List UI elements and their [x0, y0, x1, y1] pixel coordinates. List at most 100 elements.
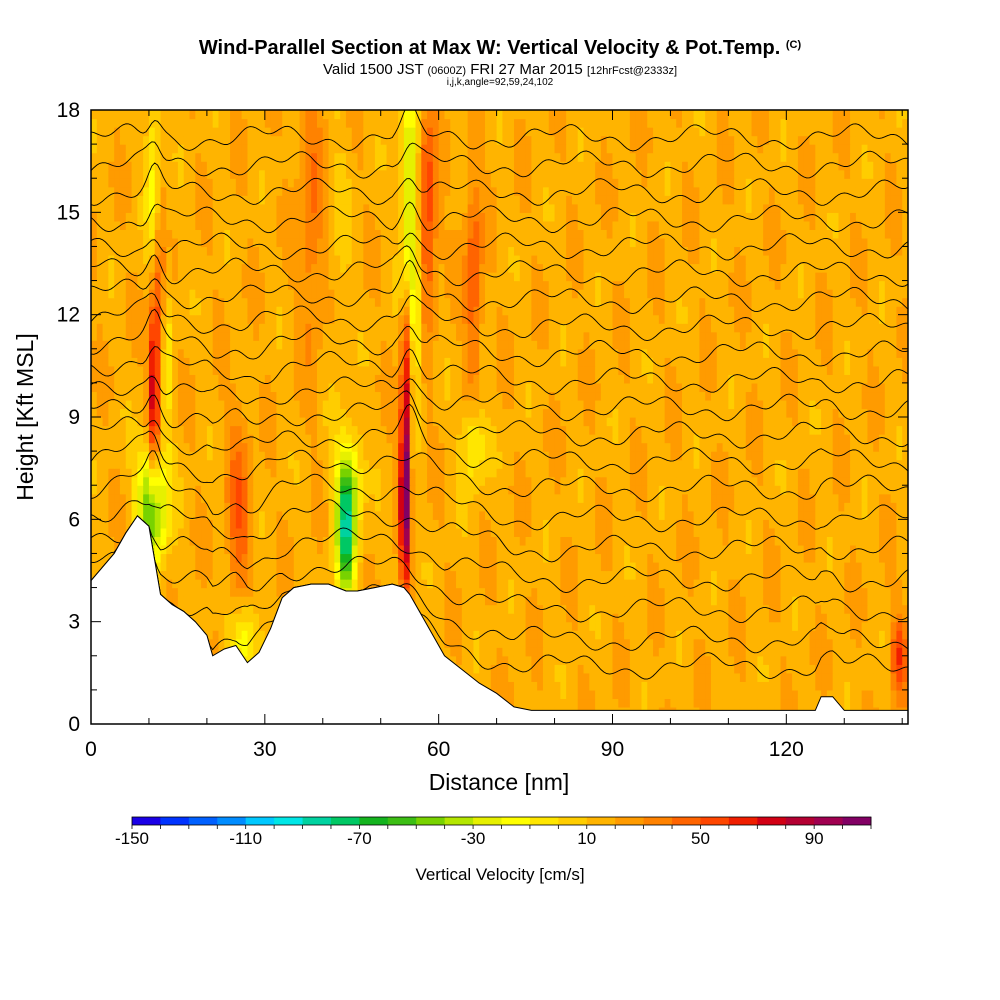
velocity-cell — [206, 468, 214, 478]
velocity-cell — [108, 459, 115, 469]
velocity-cell — [595, 672, 602, 682]
velocity-cell — [513, 587, 521, 597]
velocity-cell — [751, 587, 758, 597]
velocity-cell — [902, 596, 908, 606]
velocity-cell — [826, 510, 834, 520]
velocity-cell — [450, 544, 457, 555]
velocity-cell — [374, 570, 382, 580]
velocity-cell — [531, 587, 538, 597]
velocity-cell — [780, 604, 787, 614]
velocity-cell — [531, 655, 538, 665]
velocity-cell — [728, 621, 735, 631]
velocity-cell — [855, 561, 863, 572]
velocity-cell — [658, 536, 666, 546]
velocity-cell — [658, 647, 666, 657]
velocity-cell — [658, 655, 666, 665]
velocity-cell — [189, 553, 196, 563]
velocity-cell — [595, 579, 602, 589]
velocity-cell — [485, 502, 492, 512]
velocity-cell — [815, 664, 822, 674]
velocity-cell — [763, 570, 770, 580]
velocity-cell — [380, 553, 388, 563]
velocity-cell — [398, 485, 405, 495]
velocity-cell — [763, 621, 770, 631]
velocity-cell — [745, 502, 753, 512]
velocity-cell — [606, 604, 614, 614]
velocity-cell — [699, 681, 706, 691]
velocity-cell — [751, 630, 758, 640]
velocity-cell — [670, 476, 677, 486]
velocity-cell — [143, 476, 150, 486]
velocity-cell — [815, 459, 822, 469]
velocity-cell — [600, 519, 608, 529]
velocity-cell — [160, 468, 167, 478]
velocity-cell — [682, 647, 689, 657]
velocity-cell — [473, 638, 480, 648]
velocity-cell — [479, 587, 486, 597]
velocity-cell — [502, 630, 509, 640]
velocity-cell — [774, 510, 782, 520]
velocity-cell — [647, 681, 654, 691]
velocity-cell — [710, 664, 718, 674]
velocity-cell — [855, 536, 863, 546]
velocity-cell — [253, 579, 260, 589]
velocity-cell — [148, 493, 156, 503]
velocity-cell — [705, 621, 712, 631]
velocity-cell — [114, 442, 121, 452]
velocity-cell — [583, 561, 590, 572]
velocity-cell — [525, 604, 532, 614]
velocity-cell — [102, 544, 109, 555]
velocity-cell — [119, 527, 127, 537]
velocity-cell — [629, 451, 637, 461]
velocity-cell — [363, 519, 370, 529]
velocity-cell — [270, 476, 278, 486]
velocity-cell — [513, 664, 521, 674]
velocity-cell — [618, 579, 625, 589]
velocity-cell — [461, 493, 469, 503]
velocity-cell — [259, 527, 266, 537]
velocity-cell — [531, 451, 538, 461]
velocity-cell — [606, 442, 614, 452]
velocity-cell — [496, 553, 503, 563]
velocity-cell — [311, 476, 318, 486]
velocity-cell — [206, 570, 214, 580]
velocity-cell — [525, 493, 532, 503]
velocity-cell — [427, 459, 434, 469]
velocity-cell — [206, 434, 214, 444]
velocity-cell — [844, 613, 851, 623]
velocity-cell — [148, 485, 156, 495]
velocity-cell — [890, 604, 898, 614]
velocity-cell — [600, 570, 608, 580]
velocity-cell — [154, 451, 162, 461]
velocity-cell — [259, 476, 266, 486]
velocity-cell — [293, 476, 301, 486]
velocity-cell — [815, 647, 822, 657]
velocity-cell — [844, 638, 851, 648]
velocity-cell — [328, 493, 335, 503]
velocity-cell — [739, 621, 747, 631]
velocity-cell — [114, 451, 121, 461]
velocity-cell — [264, 613, 272, 623]
velocity-cell — [618, 681, 625, 691]
velocity-cell — [577, 689, 585, 700]
velocity-cell — [456, 493, 463, 503]
velocity-cell — [380, 536, 388, 546]
velocity-cell — [867, 519, 874, 529]
velocity-cell — [664, 647, 672, 657]
velocity-cell — [861, 468, 869, 478]
velocity-cell — [751, 664, 758, 674]
velocity-cell — [710, 596, 718, 606]
velocity-cell — [247, 613, 254, 623]
velocity-cell — [653, 544, 660, 555]
velocity-cell — [363, 459, 370, 469]
velocity-cell — [218, 604, 225, 614]
velocity-cell — [873, 536, 880, 546]
velocity-cell — [902, 647, 908, 657]
velocity-cell — [716, 672, 724, 682]
velocity-cell — [606, 587, 614, 597]
velocity-cell — [739, 485, 747, 495]
velocity-cell — [751, 621, 758, 631]
velocity-cell — [861, 459, 869, 469]
velocity-cell — [143, 468, 150, 478]
velocity-cell — [160, 451, 167, 461]
